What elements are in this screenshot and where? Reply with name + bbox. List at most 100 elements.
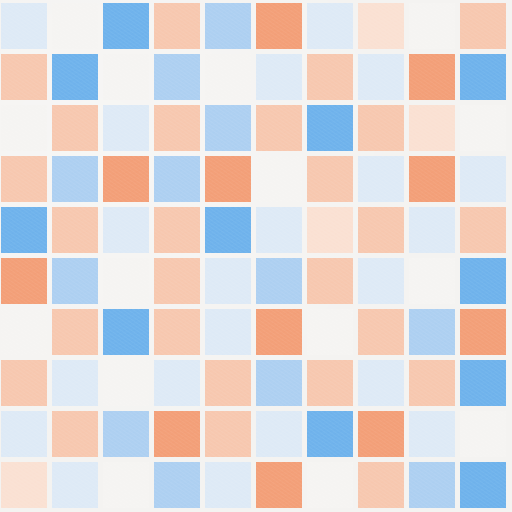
mosaic-tile xyxy=(256,462,302,508)
mosaic-tile xyxy=(358,207,404,253)
mosaic-tile xyxy=(154,411,200,457)
mosaic-tile xyxy=(154,3,200,49)
mosaic-tile xyxy=(307,258,353,304)
mosaic-tile xyxy=(205,156,251,202)
mosaic-tile xyxy=(358,156,404,202)
mosaic-tile xyxy=(154,105,200,151)
mosaic-tile xyxy=(103,309,149,355)
mosaic-tile xyxy=(409,360,455,406)
mosaic-tile xyxy=(460,258,506,304)
mosaic-tile xyxy=(154,258,200,304)
mosaic-tile xyxy=(307,156,353,202)
mosaic-tile xyxy=(460,207,506,253)
mosaic-tile xyxy=(256,156,302,202)
mosaic-tile xyxy=(205,54,251,100)
mosaic-tile xyxy=(409,54,455,100)
mosaic-tile xyxy=(154,207,200,253)
mosaic-tile xyxy=(1,462,47,508)
mosaic-tile xyxy=(256,411,302,457)
mosaic-tile xyxy=(103,462,149,508)
mosaic-tile xyxy=(205,207,251,253)
mosaic-tile xyxy=(409,105,455,151)
mosaic-tile xyxy=(154,156,200,202)
mosaic-tile xyxy=(205,105,251,151)
mosaic-tile xyxy=(358,411,404,457)
mosaic-tile xyxy=(103,156,149,202)
mosaic-tile xyxy=(154,462,200,508)
mosaic-tile xyxy=(256,3,302,49)
mosaic-tile xyxy=(409,309,455,355)
mosaic-tile xyxy=(1,309,47,355)
mosaic-tile xyxy=(409,156,455,202)
mosaic-tile xyxy=(358,258,404,304)
mosaic-tile xyxy=(460,309,506,355)
mosaic-tile xyxy=(460,360,506,406)
mosaic-tile xyxy=(103,411,149,457)
mosaic-tile xyxy=(307,411,353,457)
mosaic-tile xyxy=(205,258,251,304)
mosaic-tile xyxy=(52,411,98,457)
mosaic-tile xyxy=(460,411,506,457)
mosaic-tile xyxy=(205,462,251,508)
mosaic-tile xyxy=(103,258,149,304)
mosaic-tile xyxy=(205,309,251,355)
mosaic-tile xyxy=(358,309,404,355)
mosaic-tile xyxy=(103,207,149,253)
mosaic-tile xyxy=(1,156,47,202)
mosaic-tile xyxy=(358,3,404,49)
mosaic-tile xyxy=(409,3,455,49)
mosaic-tile xyxy=(460,3,506,49)
mosaic-tile xyxy=(103,3,149,49)
mosaic-tile xyxy=(154,54,200,100)
mosaic-tile xyxy=(358,54,404,100)
mosaic-tile xyxy=(52,309,98,355)
mosaic-tile xyxy=(358,462,404,508)
mosaic-tile xyxy=(307,207,353,253)
mosaic-tile xyxy=(52,105,98,151)
mosaic-tile xyxy=(205,3,251,49)
mosaic-tile xyxy=(307,360,353,406)
mosaic-tile xyxy=(307,309,353,355)
mosaic-tile xyxy=(307,3,353,49)
mosaic-tile xyxy=(52,462,98,508)
mosaic-tile xyxy=(460,156,506,202)
mosaic-tile xyxy=(409,258,455,304)
mosaic-tile xyxy=(1,54,47,100)
mosaic-tile xyxy=(1,360,47,406)
mosaic-tile xyxy=(409,462,455,508)
mosaic-tile xyxy=(205,360,251,406)
mosaic-tile xyxy=(52,258,98,304)
mosaic-tile xyxy=(409,207,455,253)
mosaic-tile xyxy=(256,105,302,151)
mosaic-tile xyxy=(460,105,506,151)
mosaic-tile xyxy=(460,462,506,508)
mosaic-tile xyxy=(154,360,200,406)
mosaic-tile xyxy=(52,3,98,49)
mosaic-tile xyxy=(103,105,149,151)
mosaic-tile xyxy=(307,54,353,100)
mosaic-tile xyxy=(205,411,251,457)
mosaic-tile xyxy=(1,258,47,304)
mosaic-tile xyxy=(1,411,47,457)
mosaic-tile xyxy=(103,360,149,406)
mosaic-tile xyxy=(307,462,353,508)
mosaic-tile xyxy=(52,156,98,202)
mosaic-tile xyxy=(1,3,47,49)
mosaic-tile xyxy=(358,105,404,151)
mosaic-tile xyxy=(52,54,98,100)
mosaic-tile xyxy=(256,360,302,406)
mosaic-tile xyxy=(409,411,455,457)
mosaic-tile xyxy=(256,207,302,253)
mosaic-tile xyxy=(1,207,47,253)
mosaic-tile xyxy=(154,309,200,355)
mosaic-tile xyxy=(52,207,98,253)
mosaic-tile xyxy=(256,54,302,100)
mosaic-tile xyxy=(103,54,149,100)
mosaic-tile xyxy=(256,258,302,304)
mosaic-tile xyxy=(460,54,506,100)
mosaic-tile xyxy=(307,105,353,151)
mosaic-tile xyxy=(358,360,404,406)
mosaic-tile xyxy=(52,360,98,406)
mosaic-tile xyxy=(1,105,47,151)
